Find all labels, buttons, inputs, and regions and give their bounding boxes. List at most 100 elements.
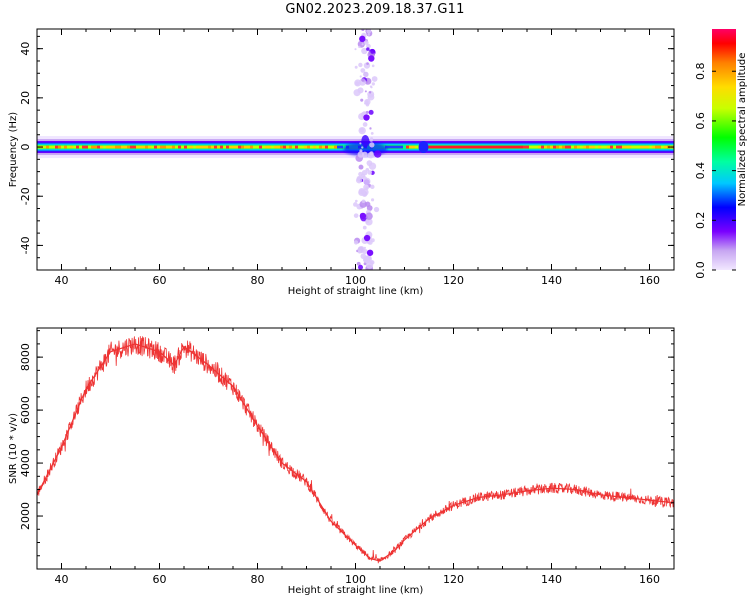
band-core-cell [478, 145, 482, 149]
vertical-feature-blob [361, 47, 368, 55]
figure-title: GN02.2023.209.18.37.G11 [285, 2, 465, 17]
band-core-cell [295, 145, 299, 149]
band-core-cell [298, 145, 302, 149]
vertical-feature-blob [369, 127, 372, 130]
heatmap-xtick-label: 140 [541, 274, 562, 287]
band-core-cell [133, 145, 137, 149]
vertical-feature-spot [363, 114, 370, 121]
vertical-feature-blob [354, 48, 357, 51]
band-core-cell [649, 145, 653, 149]
band-core-cell [52, 145, 56, 149]
band-core-cell [475, 145, 479, 149]
band-core-cell [607, 145, 611, 149]
vertical-feature-blob [366, 43, 371, 49]
band-core-cell [466, 145, 470, 149]
colorbar-tick-label: 0.2 [694, 212, 707, 230]
band-core-cell [502, 145, 506, 149]
vertical-feature-blob [353, 89, 361, 97]
band-core-cell [436, 145, 440, 149]
band-core-cell [415, 145, 419, 149]
band-core-cell [310, 145, 314, 149]
band-core-cell [76, 145, 80, 149]
band-core-cell [529, 145, 533, 149]
band-core-cell [109, 145, 113, 149]
vertical-feature-spot [368, 55, 375, 62]
band-core-cell [79, 145, 83, 149]
band-core-cell [46, 145, 50, 149]
vertical-feature-blob [367, 170, 373, 175]
band-core-cell [256, 145, 260, 149]
band-core-cell [175, 145, 179, 149]
band-core-cell [640, 145, 644, 149]
band-core-cell [58, 145, 62, 149]
vertical-feature-blob [361, 146, 364, 149]
band-core-cell [556, 145, 560, 149]
band-core-cell [499, 145, 503, 149]
heatmap-xtick-label: 80 [251, 274, 265, 287]
heatmap-ytick-label: 20 [19, 91, 32, 105]
band-core-cell [67, 145, 71, 149]
heatmap-xtick-label: 100 [345, 274, 366, 287]
band-core-cell [517, 145, 521, 149]
colorbar-tick-label: 0.8 [694, 62, 707, 80]
band-core-cell [220, 145, 224, 149]
band-core-cell [526, 145, 530, 149]
band-core-cell [202, 145, 206, 149]
band-core-cell [472, 145, 476, 149]
band-core-cell [235, 145, 239, 149]
vertical-feature-blob [358, 45, 361, 49]
vertical-feature-blob [361, 78, 365, 82]
snr-series-line [37, 343, 674, 562]
band-core-cell [532, 145, 536, 149]
band-core-cell [232, 145, 236, 149]
vertical-feature-blob [353, 213, 359, 218]
band-core-cell [460, 145, 464, 149]
vertical-feature-blob [358, 164, 364, 170]
vertical-feature-blob [369, 85, 373, 88]
band-core-cell [217, 145, 221, 149]
band-core-cell [190, 145, 194, 149]
snr-ylabel: SNR (10 * v/v) [8, 413, 19, 484]
band-core-cell [49, 145, 53, 149]
vertical-feature-blob [368, 109, 374, 115]
vertical-feature-blob [363, 177, 371, 186]
band-core-cell [274, 145, 278, 149]
snr-xtick-label: 100 [345, 573, 366, 586]
vertical-feature-blob [366, 160, 373, 167]
vertical-feature-blob [366, 47, 370, 51]
band-core-cell [262, 145, 266, 149]
vertical-feature-blob [370, 49, 376, 54]
band-core-cell [409, 145, 413, 149]
band-core-cell [238, 145, 242, 149]
band-core-cell [226, 145, 230, 149]
vertical-feature-blob [361, 188, 369, 196]
vertical-feature-blob [369, 138, 373, 142]
vertical-feature-blob [371, 64, 375, 68]
vertical-feature-blob [356, 261, 361, 266]
colorbar-tick-label: 0.0 [694, 261, 707, 279]
band-core-cell [187, 145, 191, 149]
heatmap-xtick-label: 120 [443, 274, 464, 287]
band-core-cell [43, 145, 47, 149]
snr-xtick-label: 140 [541, 573, 562, 586]
band-core-cell [646, 145, 650, 149]
band-core-cell [487, 145, 491, 149]
band-core-cell [430, 145, 434, 149]
band-core-cell [277, 145, 281, 149]
band-core-cell [538, 145, 542, 149]
colorbar-label: Normalized spectral amplitude [737, 53, 748, 207]
band-core-cell [313, 145, 317, 149]
colorbar [712, 29, 736, 270]
band-core-cell [106, 145, 110, 149]
band-core-cell [88, 145, 92, 149]
snr-xtick-label: 120 [443, 573, 464, 586]
band-core-cell [178, 145, 182, 149]
vertical-feature-blob [370, 131, 374, 135]
band-core-cell [391, 145, 395, 149]
band-core-cell [511, 145, 515, 149]
band-core-cell [412, 145, 416, 149]
band-core-cell [214, 145, 218, 149]
band-core-cell [580, 145, 584, 149]
band-core-cell [136, 145, 140, 149]
vertical-feature-blob [363, 256, 366, 259]
